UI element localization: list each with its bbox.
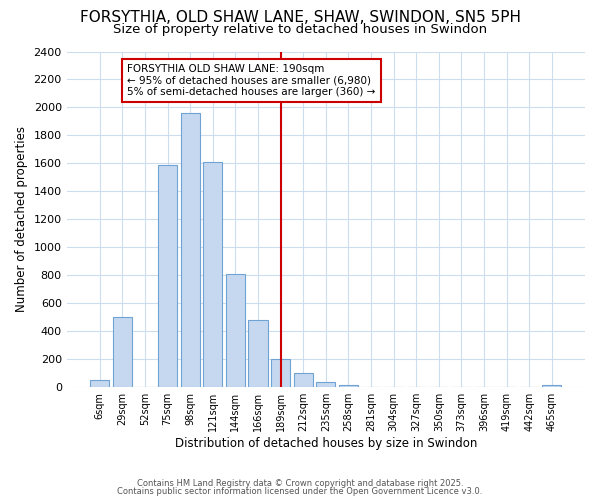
Bar <box>542 385 562 387</box>
Bar <box>339 384 358 387</box>
Bar <box>113 316 132 387</box>
Text: Size of property relative to detached houses in Swindon: Size of property relative to detached ho… <box>113 22 487 36</box>
Bar <box>271 359 290 387</box>
Bar <box>316 382 335 387</box>
Y-axis label: Number of detached properties: Number of detached properties <box>15 126 28 312</box>
Bar <box>293 373 313 387</box>
Bar <box>90 380 109 387</box>
Bar <box>203 162 223 387</box>
Text: Contains HM Land Registry data © Crown copyright and database right 2025.: Contains HM Land Registry data © Crown c… <box>137 478 463 488</box>
Bar <box>181 113 200 387</box>
Text: Contains public sector information licensed under the Open Government Licence v3: Contains public sector information licen… <box>118 487 482 496</box>
Bar <box>158 165 177 387</box>
Text: FORSYTHIA OLD SHAW LANE: 190sqm
← 95% of detached houses are smaller (6,980)
5% : FORSYTHIA OLD SHAW LANE: 190sqm ← 95% of… <box>127 64 376 98</box>
Bar <box>248 320 268 387</box>
Bar <box>226 274 245 387</box>
Text: FORSYTHIA, OLD SHAW LANE, SHAW, SWINDON, SN5 5PH: FORSYTHIA, OLD SHAW LANE, SHAW, SWINDON,… <box>79 10 521 25</box>
X-axis label: Distribution of detached houses by size in Swindon: Distribution of detached houses by size … <box>175 437 477 450</box>
